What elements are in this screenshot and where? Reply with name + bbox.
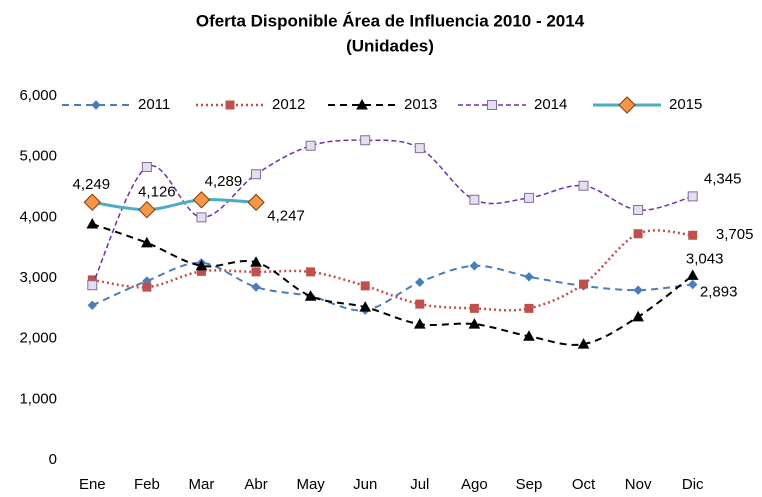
data-marker [141,236,153,248]
legend-marker [225,100,235,110]
legend-marker [91,100,101,110]
legend-label: 2012 [272,96,305,113]
data-marker [359,301,372,312]
data-marker [415,299,425,309]
data-label: 3,705 [716,226,754,243]
data-marker [524,272,534,282]
y-tick-label: 2,000 [19,330,57,347]
data-marker [578,180,589,191]
data-label: 3,043 [686,250,724,267]
data-marker [142,282,152,292]
data-marker [577,338,590,349]
y-tick-label: 6,000 [19,87,57,104]
y-tick-label: 3,000 [19,269,57,286]
legend-label: 2014 [534,96,567,113]
data-marker [87,280,98,291]
data-marker [86,217,99,229]
data-label: 4,249 [73,176,111,193]
data-marker [524,303,534,313]
legend-label: 2015 [669,96,702,113]
y-tick-label: 1,000 [19,390,57,407]
chart-title: Oferta Disponible Área de Influencia 201… [196,11,585,30]
data-marker [414,143,425,154]
data-marker [413,318,426,329]
data-marker [688,279,698,290]
data-label: 4,126 [138,184,176,201]
data-marker [469,303,479,313]
data-marker [469,194,480,205]
data-marker [360,135,371,146]
data-marker [247,193,265,212]
data-marker [251,169,262,180]
y-tick-label: 5,000 [19,148,57,165]
x-tick-label: Ene [79,476,106,493]
data-marker [686,269,699,280]
series-line [91,261,693,312]
data-marker [360,281,370,291]
data-marker [306,267,316,277]
data-marker [469,261,480,271]
legend-marker [487,100,497,110]
x-tick-label: Oct [572,476,596,493]
data-marker [523,192,534,203]
data-label: 4,345 [704,170,742,187]
data-marker [687,191,698,202]
x-tick-label: Nov [625,476,652,493]
series-line [92,198,257,212]
data-marker [141,161,152,172]
chart-subtitle: (Unidades) [346,36,434,55]
data-marker [688,230,698,240]
data-marker [633,205,644,216]
y-tick-label: 0 [49,451,57,468]
data-label: 4,289 [205,173,243,190]
x-tick-label: Jul [410,476,429,493]
data-label: 2,893 [700,283,738,300]
legend-label: 2011 [138,96,170,113]
legend-marker [356,98,368,110]
data-marker [304,290,317,301]
data-marker [633,229,643,239]
data-marker [415,277,425,287]
data-marker [195,259,208,271]
data-marker [250,256,262,267]
data-marker [196,212,207,223]
data-marker [579,279,589,289]
x-tick-label: Mar [189,476,215,493]
series-line [91,139,693,286]
legend-marker [618,96,636,114]
data-marker [523,330,535,341]
data-marker [468,318,481,329]
x-tick-label: Sep [516,476,543,493]
data-marker [83,193,101,211]
x-tick-label: May [296,476,325,493]
x-tick-label: Feb [134,476,160,493]
data-marker [138,200,156,219]
x-tick-label: Dic [682,476,704,493]
data-marker [633,285,643,295]
x-tick-label: Jun [353,476,377,493]
data-marker [192,191,211,209]
series-line [91,223,694,346]
x-tick-label: Abr [244,476,267,493]
data-label: 4,247 [267,207,305,224]
data-marker [251,267,261,277]
data-marker [305,140,316,151]
legend-label: 2013 [404,96,437,113]
y-tick-label: 4,000 [19,208,57,225]
x-tick-label: Ago [461,476,488,493]
data-marker [632,310,644,322]
data-marker [87,300,97,311]
series-line [92,229,693,312]
data-marker [251,282,261,292]
